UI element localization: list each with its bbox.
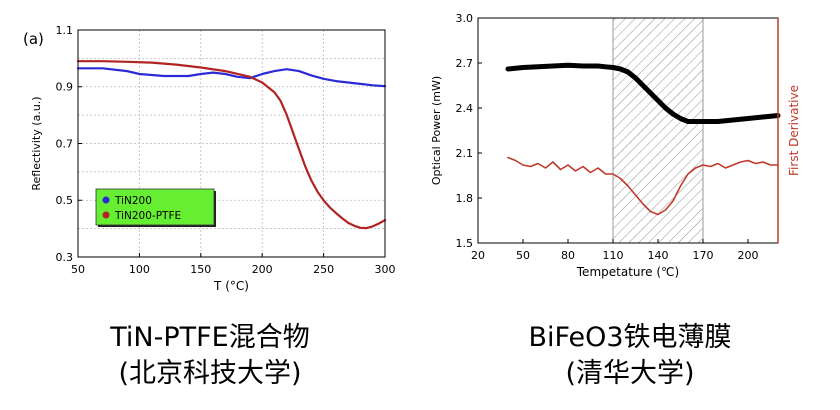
y-tick-label: 3.0 xyxy=(456,12,474,25)
legend-label-2: TiN200-PTFE xyxy=(114,210,181,222)
x-tick-label: 50 xyxy=(516,249,530,262)
right-caption: BiFeO3铁电薄膜 (清华大学) xyxy=(420,320,840,392)
x-tick-label: 50 xyxy=(71,263,85,276)
right-caption-affiliation: (清华大学) xyxy=(565,358,695,389)
shaded-region xyxy=(613,18,703,243)
y-axis-label: Optical Power (mW) xyxy=(430,76,443,185)
charts-canvas: 50 100 150 200 250 300 0.3 0.5 0.7 0.9 1.1 T (°C) Re… xyxy=(23,12,801,293)
y-tick-label: 0.3 xyxy=(56,251,74,264)
right-chart: 20 50 80 110 140 170 200 1.5 1.8 2.1 2.4 2.7 3.0 Temp… xyxy=(430,12,801,279)
x-tick-label: 20 xyxy=(471,249,485,262)
legend-label-1: TiN200 xyxy=(114,195,152,207)
x-tick-label: 170 xyxy=(693,249,714,262)
left-chart: 50 100 150 200 250 300 0.3 0.5 0.7 0.9 1.1 T (°C) Re… xyxy=(23,24,396,293)
y-tick-label: 2.7 xyxy=(456,57,474,70)
series-line-1 xyxy=(505,62,781,124)
panel-label: (a) xyxy=(23,30,44,48)
y-tick-label: 0.5 xyxy=(56,194,74,207)
x-tick-label: 200 xyxy=(738,249,759,262)
right-caption-title: BiFeO3铁电薄膜 xyxy=(528,322,732,353)
legend-marker-2 xyxy=(102,211,110,219)
y-tick-label: 1.8 xyxy=(456,192,474,205)
x-tick-label: 80 xyxy=(561,249,575,262)
series-line-2 xyxy=(507,156,779,216)
x-tick-label: 140 xyxy=(648,249,669,262)
legend-box xyxy=(95,188,215,226)
x-tick-label: 250 xyxy=(313,263,334,276)
series-line-1 xyxy=(76,67,387,88)
y-tick-label: 1.1 xyxy=(56,24,74,37)
x-axis-label: T (°C) xyxy=(213,279,249,293)
left-caption: TiN-PTFE混合物 (北京科技大学) xyxy=(0,320,420,392)
y-tick-label: 0.7 xyxy=(56,137,74,150)
y-axis-label: Reflectivity (a.u.) xyxy=(30,96,43,190)
x-tick-label: 300 xyxy=(375,263,396,276)
right-axis-label: First Derivative xyxy=(787,85,801,176)
y-tick-label: 2.4 xyxy=(456,102,474,115)
y-tick-label: 2.1 xyxy=(456,147,474,160)
y-tick-label: 0.9 xyxy=(56,81,74,94)
x-axis-label: Tempetature (℃) xyxy=(576,265,679,279)
x-tick-label: 100 xyxy=(129,263,150,276)
x-tick-label: 150 xyxy=(190,263,211,276)
y-tick-label: 1.5 xyxy=(456,237,474,250)
series-line-2 xyxy=(76,60,387,230)
left-caption-title: TiN-PTFE混合物 xyxy=(110,322,310,353)
left-caption-affiliation: (北京科技大学) xyxy=(118,358,302,389)
legend-marker-1 xyxy=(102,196,110,204)
x-tick-label: 200 xyxy=(252,263,273,276)
x-tick-label: 110 xyxy=(603,249,624,262)
